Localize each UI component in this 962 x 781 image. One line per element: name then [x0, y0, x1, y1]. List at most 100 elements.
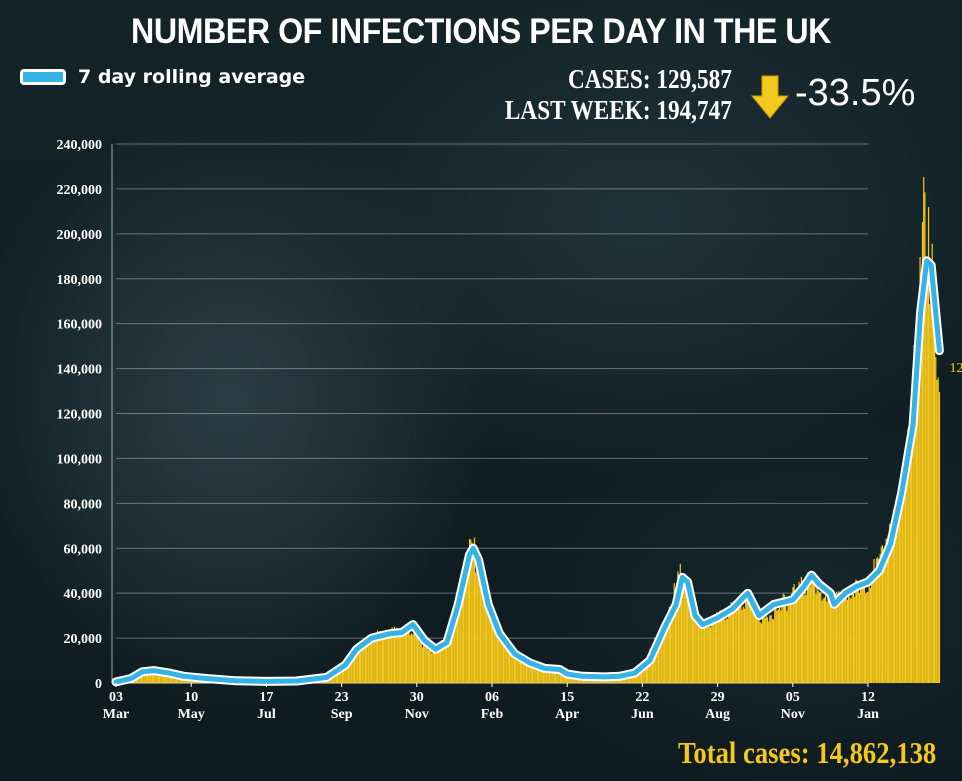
bar: [797, 600, 799, 683]
bar: [431, 653, 433, 683]
bar: [705, 628, 707, 683]
bar: [741, 609, 743, 683]
bar: [507, 645, 509, 683]
bar: [929, 304, 931, 683]
bar: [378, 640, 380, 683]
bar: [860, 586, 862, 683]
bar: [683, 573, 685, 683]
bar: [366, 637, 368, 683]
bar: [812, 583, 815, 683]
bar: [858, 593, 861, 683]
bar: [737, 597, 740, 683]
bar: [408, 629, 410, 683]
bar: [157, 672, 159, 683]
bar: [530, 662, 532, 683]
bar: [452, 619, 454, 683]
bar: [168, 672, 170, 683]
bar: [645, 658, 647, 683]
bar: [639, 668, 641, 683]
bar: [849, 597, 851, 683]
bar: [438, 647, 440, 683]
bar: [495, 625, 497, 683]
bar: [869, 587, 872, 683]
chart-title: NUMBER OF INFECTIONS PER DAY IN THE UK: [131, 12, 831, 51]
bar: [755, 601, 758, 683]
bar: [671, 608, 673, 683]
bar: [707, 617, 709, 683]
bar: [782, 593, 784, 683]
bar: [763, 609, 765, 683]
bar: [546, 667, 548, 683]
bar: [437, 651, 439, 683]
bar: [694, 614, 696, 683]
bar: [535, 668, 537, 683]
bar: [355, 655, 357, 683]
x-tick-month: Mar: [103, 707, 129, 722]
bar: [742, 606, 744, 683]
bar: [826, 601, 828, 683]
bar: [373, 634, 375, 683]
bar: [427, 650, 430, 683]
bar: [173, 674, 175, 683]
bar: [931, 243, 933, 683]
bar: [524, 661, 526, 683]
bar: [731, 612, 733, 683]
bar: [470, 539, 472, 683]
bar: [706, 625, 708, 683]
y-tick-label: 160,000: [57, 318, 103, 333]
bar: [757, 614, 759, 683]
bar: [663, 620, 666, 683]
bar: [422, 639, 425, 683]
bar: [351, 656, 353, 683]
bar: [736, 598, 738, 683]
bar: [448, 629, 450, 683]
bar: [866, 592, 868, 683]
bar: [753, 602, 755, 683]
bar: [539, 666, 541, 683]
bar: [751, 607, 753, 683]
bar: [781, 603, 783, 683]
bar: [856, 580, 858, 683]
bar: [886, 557, 888, 683]
bar: [786, 610, 788, 683]
bar: [522, 661, 524, 683]
bar: [152, 671, 155, 683]
bar: [900, 490, 902, 683]
x-tick-day: 29: [711, 690, 725, 705]
y-tick-label: 180,000: [57, 273, 103, 288]
x-axis: 03 Mar 10 May 17 Jul 23 Sep 30 Nov 06 Feb 15 Apr 22 Jun…: [103, 683, 879, 722]
x-tick-day: 15: [560, 690, 574, 705]
bar: [376, 630, 379, 683]
bar: [682, 576, 684, 683]
bar: [352, 657, 354, 683]
bar: [765, 613, 767, 683]
bar: [462, 580, 465, 683]
bar: [804, 590, 806, 683]
bar: [933, 339, 936, 683]
bar: [430, 647, 432, 683]
bar: [542, 668, 545, 683]
bar: [921, 221, 924, 683]
bar: [885, 538, 887, 683]
rolling-average-line: [113, 258, 942, 685]
bar: [640, 666, 643, 683]
bar: [499, 637, 501, 683]
bar: [877, 557, 879, 683]
bar: [350, 655, 352, 683]
bar: [561, 670, 563, 683]
bar: [906, 463, 908, 683]
bar: [771, 618, 773, 683]
bar: [461, 579, 463, 683]
bar: [897, 509, 899, 683]
bar: [932, 277, 934, 683]
bar: [816, 581, 818, 683]
bar: [483, 587, 485, 683]
bar: [553, 669, 555, 683]
bar: [163, 672, 166, 683]
bar: [484, 588, 486, 683]
bar: [904, 451, 907, 683]
bar: [926, 264, 928, 683]
bar: [895, 515, 897, 683]
bar: [749, 596, 752, 683]
